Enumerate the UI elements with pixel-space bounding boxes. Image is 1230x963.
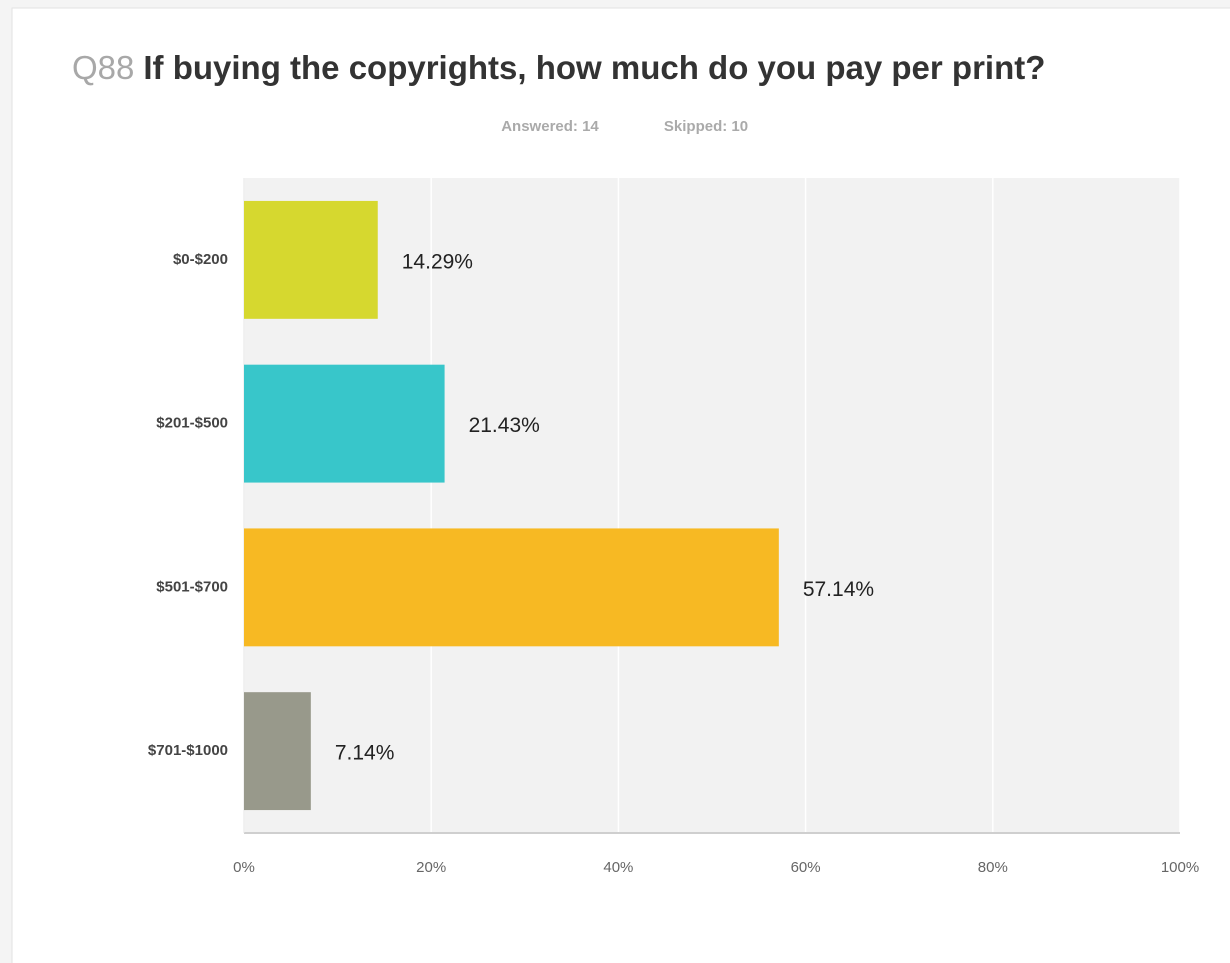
value-label: 7.14% xyxy=(335,742,395,765)
y-tick-label: $0-$200 xyxy=(173,251,228,268)
x-tick-label: 0% xyxy=(233,859,255,876)
plot-area xyxy=(244,178,1180,833)
value-label: 14.29% xyxy=(402,250,473,273)
skipped: Skipped: 10 xyxy=(664,118,748,135)
bar xyxy=(244,528,779,647)
bar xyxy=(244,364,445,483)
title-text: If buying the copyrights, how much do yo… xyxy=(143,49,1045,86)
x-tick-label: 40% xyxy=(603,859,633,876)
chart-title: Q88 If buying the copyrights, how much do… xyxy=(72,49,1045,86)
value-label: 21.43% xyxy=(469,414,540,437)
x-tick-label: 60% xyxy=(791,859,821,876)
question-number: Q88 xyxy=(72,49,134,86)
answered: Answered: 14 xyxy=(501,118,599,135)
y-tick-label: $201-$500 xyxy=(156,415,228,432)
value-label: 57.14% xyxy=(803,578,874,601)
y-tick-label: $501-$700 xyxy=(156,578,228,595)
x-tick-label: 20% xyxy=(416,859,446,876)
y-tick-label: $701-$1000 xyxy=(148,742,228,759)
bar xyxy=(244,692,311,811)
x-tick-label: 100% xyxy=(1161,859,1199,876)
x-tick-label: 80% xyxy=(978,859,1008,876)
bar xyxy=(244,200,378,319)
